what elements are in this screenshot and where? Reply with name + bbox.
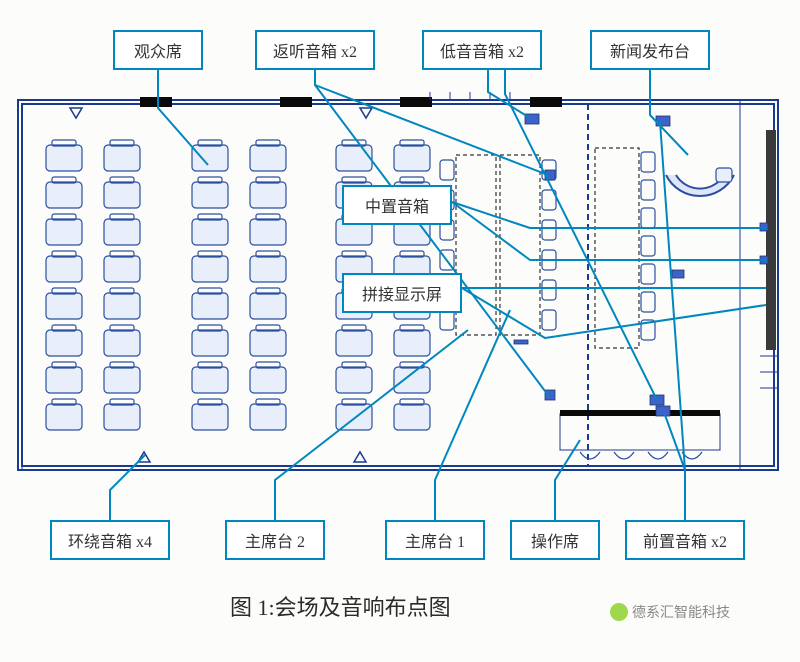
label-press-desk: 新闻发布台 xyxy=(590,30,710,70)
wechat-watermark: 德系汇智能科技 xyxy=(610,602,730,622)
watermark-text: 德系汇智能科技 xyxy=(632,602,730,622)
label-subwoofer: 低音音箱 x2 xyxy=(422,30,542,70)
label-monitor-speaker: 返听音箱 x2 xyxy=(255,30,375,70)
label-rostrum-2: 主席台 2 xyxy=(225,520,325,560)
label-front-speaker: 前置音箱 x2 xyxy=(625,520,745,560)
diagram-canvas: 观众席 返听音箱 x2 低音音箱 x2 新闻发布台 中置音箱 拼接显示屏 环绕音… xyxy=(0,0,800,662)
label-splice-screen: 拼接显示屏 xyxy=(342,273,462,313)
figure-caption: 图 1:会场及音响布点图 xyxy=(230,590,451,622)
callout-lines-svg xyxy=(0,0,800,662)
label-audience: 观众席 xyxy=(113,30,203,70)
label-rostrum-1: 主席台 1 xyxy=(385,520,485,560)
label-center-speaker: 中置音箱 xyxy=(342,185,452,225)
wechat-icon xyxy=(610,603,628,621)
label-operator: 操作席 xyxy=(510,520,600,560)
label-surround: 环绕音箱 x4 xyxy=(50,520,170,560)
